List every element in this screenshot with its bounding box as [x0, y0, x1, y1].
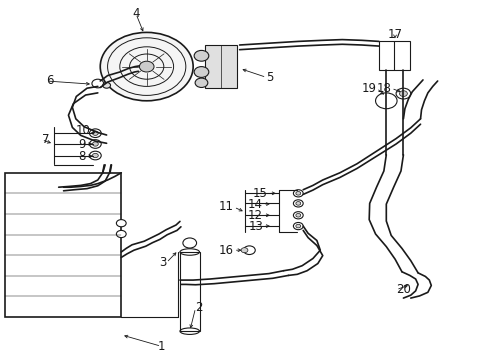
Circle shape: [395, 88, 410, 99]
Bar: [5, 173, 121, 317]
Circle shape: [183, 238, 196, 248]
Circle shape: [102, 82, 110, 88]
Text: 19: 19: [361, 82, 376, 95]
Circle shape: [92, 153, 98, 158]
Circle shape: [89, 151, 101, 160]
Circle shape: [293, 200, 303, 207]
Text: 9: 9: [78, 138, 85, 150]
Bar: [180, 252, 199, 331]
Circle shape: [116, 220, 126, 227]
Circle shape: [293, 190, 303, 197]
Circle shape: [295, 202, 300, 205]
Circle shape: [89, 129, 101, 138]
Text: 1: 1: [157, 340, 165, 353]
Circle shape: [194, 67, 208, 77]
Circle shape: [375, 93, 396, 109]
Text: 10: 10: [76, 124, 90, 137]
Text: 2: 2: [195, 301, 203, 314]
Text: 16: 16: [218, 244, 233, 257]
Text: 3: 3: [159, 256, 166, 269]
Text: 6: 6: [46, 75, 54, 87]
Text: 17: 17: [387, 28, 402, 41]
Circle shape: [100, 32, 193, 101]
Text: 12: 12: [247, 209, 263, 222]
Text: 5: 5: [266, 71, 273, 84]
Circle shape: [194, 50, 208, 61]
Bar: [205, 45, 237, 88]
Circle shape: [241, 248, 247, 253]
Circle shape: [116, 230, 126, 238]
Text: 13: 13: [248, 220, 263, 233]
Text: 15: 15: [253, 187, 267, 200]
Circle shape: [92, 142, 98, 146]
Bar: [378, 41, 409, 70]
Circle shape: [139, 61, 154, 72]
Text: 20: 20: [395, 283, 410, 296]
Circle shape: [243, 246, 255, 255]
Circle shape: [195, 78, 207, 87]
Circle shape: [399, 91, 407, 96]
Text: 14: 14: [247, 198, 263, 211]
Circle shape: [295, 213, 300, 217]
Text: 18: 18: [376, 82, 390, 95]
Circle shape: [89, 140, 101, 148]
Circle shape: [295, 192, 300, 195]
Text: 7: 7: [41, 133, 49, 146]
Text: 8: 8: [78, 150, 85, 163]
Text: 4: 4: [132, 7, 140, 20]
Circle shape: [293, 212, 303, 219]
Circle shape: [295, 224, 300, 228]
Text: 11: 11: [218, 201, 233, 213]
Circle shape: [92, 131, 98, 135]
Circle shape: [293, 222, 303, 230]
Circle shape: [92, 79, 103, 88]
